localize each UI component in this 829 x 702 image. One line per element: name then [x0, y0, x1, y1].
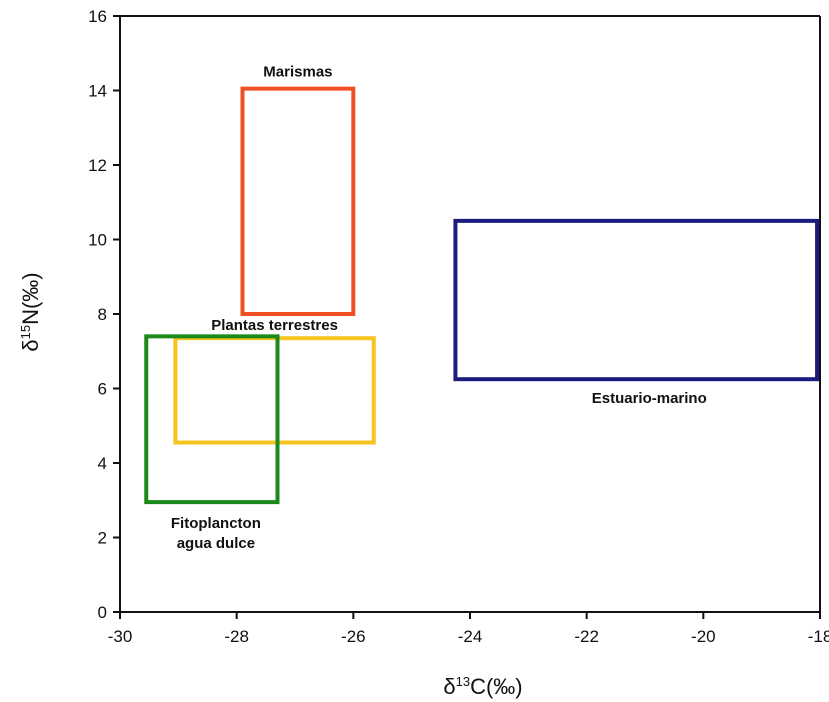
y-tick-label: 4: [98, 454, 107, 473]
y-tick-label: 14: [88, 82, 107, 101]
region-label-estuario-marino: Estuario-marino: [592, 390, 707, 407]
region-box-estuario-marino: [453, 218, 820, 382]
y-tick-label: 0: [98, 603, 107, 622]
x-tick-label: -22: [574, 627, 599, 646]
y-tick-label: 10: [88, 231, 107, 250]
region-labels: Marismas Plantas terrestres Fitoplancton ag…: [171, 64, 707, 552]
region-label-marismas: Marismas: [263, 64, 332, 81]
y-axis-title: δ15N(‰): [18, 272, 43, 351]
y-tick-label: 6: [98, 380, 107, 399]
region-box-fitoplancton-agua-dulce: [144, 334, 280, 505]
x-tick-label: -30: [108, 627, 133, 646]
x-tick-label: -26: [341, 627, 366, 646]
x-tick-label: -20: [691, 627, 716, 646]
region-label-plantas-terrestres: Plantas terrestres: [211, 317, 338, 334]
x-tick-label: -28: [224, 627, 249, 646]
x-tick-label: -24: [458, 627, 483, 646]
region-label-fitoplancton-agua-dulce-line-1: Fitoplancton: [171, 515, 261, 532]
region-box-marismas: [240, 86, 356, 316]
y-tick-label: 2: [98, 529, 107, 548]
axes: -30 -28 -26 -24 -22 -20 -18 0 2 4 6 8 10 12 14 16: [88, 7, 829, 646]
x-axis-title: δ13C(‰): [443, 674, 522, 699]
region-label-fitoplancton-agua-dulce-line-2: agua dulce: [177, 535, 255, 552]
region-boxes: [144, 86, 820, 505]
y-tick-label: 8: [98, 305, 107, 324]
y-tick-label: 12: [88, 156, 107, 175]
y-tick-label: 16: [88, 7, 107, 26]
x-tick-label: -18: [808, 627, 829, 646]
region-box-plantas-terrestres: [173, 336, 376, 445]
